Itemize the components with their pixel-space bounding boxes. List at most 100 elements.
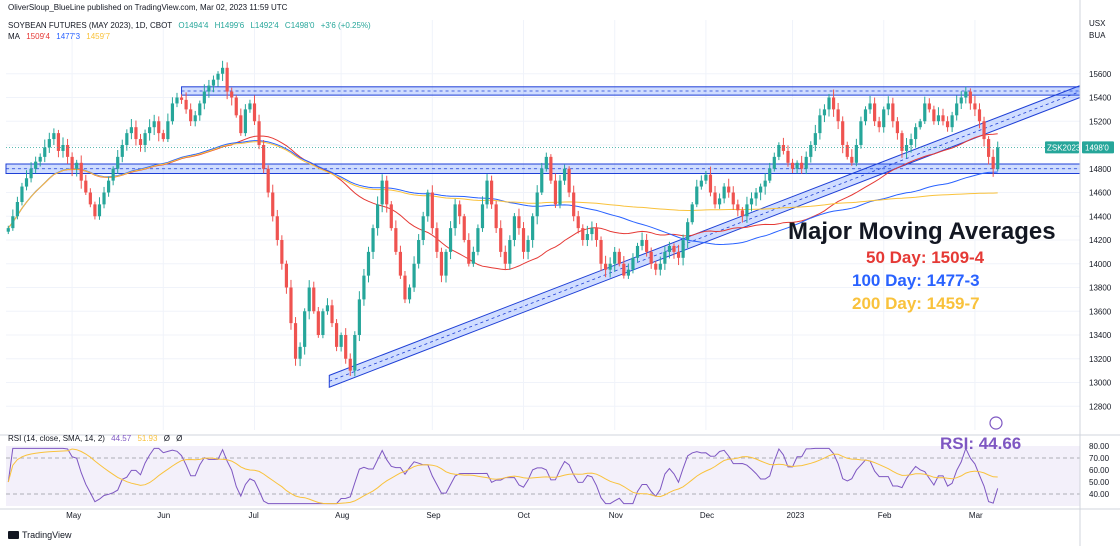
rsi-legend-ma: 51.93 [137,434,158,443]
candle-body [531,216,535,240]
candle-body [708,174,713,193]
candle-body [29,168,33,179]
candle-body [271,192,275,217]
candle-body [20,186,24,202]
candle-body [193,115,197,122]
candle-body [102,192,106,205]
candle-body [444,251,448,276]
rsi-line [7,447,999,505]
candle-body [772,156,776,169]
candle-body [84,180,88,193]
price-tick-label: 12800 [1089,402,1112,411]
candle-body [280,240,284,264]
candle-body [635,245,640,258]
time-tick-label: Jul [249,511,259,520]
price-tick-label: 13000 [1089,379,1112,388]
annotation-100-day: 100 Day: 1477-3 [852,271,980,290]
candle-body [873,103,877,122]
rsi-legend-null-1: Ø [163,434,170,443]
candle-body [695,186,699,205]
rsi-legend-label: RSI (14, close, SMA, 14, 2) [8,434,105,443]
candle-body [512,216,516,240]
currency-label: USX [1089,19,1106,28]
candle-body [845,145,849,157]
candle-body [157,121,161,134]
candle-body [70,156,74,169]
price-tag-bg [1082,141,1114,154]
candle-body [316,311,320,335]
candle-body [777,145,781,157]
candle-body [398,251,403,276]
candle-body [590,228,594,235]
ohlc-high: H1499'6 [214,21,245,30]
candle-body [991,156,995,169]
candle-body [508,240,512,264]
candle-body [116,156,120,169]
candle-body [914,127,918,140]
candle-body [65,145,70,157]
candle-body [654,263,658,270]
price-tick-label: 14800 [1089,165,1112,174]
candle-body [517,216,521,229]
candle-body [403,275,407,300]
time-tick-label: 2023 [787,511,805,520]
tradingview-brand: TradingView [22,530,72,540]
candle-body [558,180,562,205]
candle-body [982,121,986,140]
price-tag: 1498'0 [1085,143,1109,152]
candle-body [526,240,530,252]
candle-body [690,204,694,223]
symbol-tag-bg [1045,141,1079,154]
candle-body [216,73,220,80]
candles [6,60,1000,377]
candle-body [950,115,954,128]
candle-body [417,240,421,264]
ohlc-close: C1498'0 [284,21,315,30]
candle-body [667,245,672,252]
candle-body [727,186,731,193]
candle-body [485,180,489,205]
rsi-tick-label: 40.00 [1089,490,1110,499]
candle-body [909,139,913,145]
candle-body [613,251,617,264]
candle-body [918,121,922,128]
time-tick-label: May [66,511,81,520]
symbol-title: SOYBEAN FUTURES (MAY 2023), 1D, CBOT [8,21,173,30]
candle-body [863,109,868,122]
candle-body [499,228,503,252]
candle-body [257,121,261,145]
candle-body [717,198,722,205]
price-tick-label: 15200 [1089,117,1112,126]
candle-body [385,180,389,205]
time-tick-label: Jun [157,511,170,520]
candle-body [831,97,836,110]
candle-body [567,168,571,193]
candle-body [97,204,102,217]
candle-body [804,156,808,169]
candle-body [129,127,133,134]
candle-body [973,103,977,110]
candle-body [576,216,580,229]
candle-body [435,228,439,252]
rsi-legend-null-2: Ø [176,434,183,443]
price-tick-label: 15600 [1089,70,1112,79]
candle-body [932,109,936,122]
candle-body [955,103,959,116]
candle-body [448,228,453,252]
ma-legend-label: MA [8,32,20,41]
candle-body [75,162,79,169]
candle-body [603,263,608,270]
candle-body [120,145,124,157]
candle-body [891,103,895,122]
candle-body [239,115,243,134]
time-tick-label: Mar [969,511,983,520]
candle-body [453,204,457,229]
candle-body [959,97,963,104]
candle-body [781,145,786,151]
candle-body [266,168,270,193]
candle-body [47,139,51,148]
candle-body [977,109,982,122]
candle-body [248,103,252,110]
candle-body [768,168,772,181]
